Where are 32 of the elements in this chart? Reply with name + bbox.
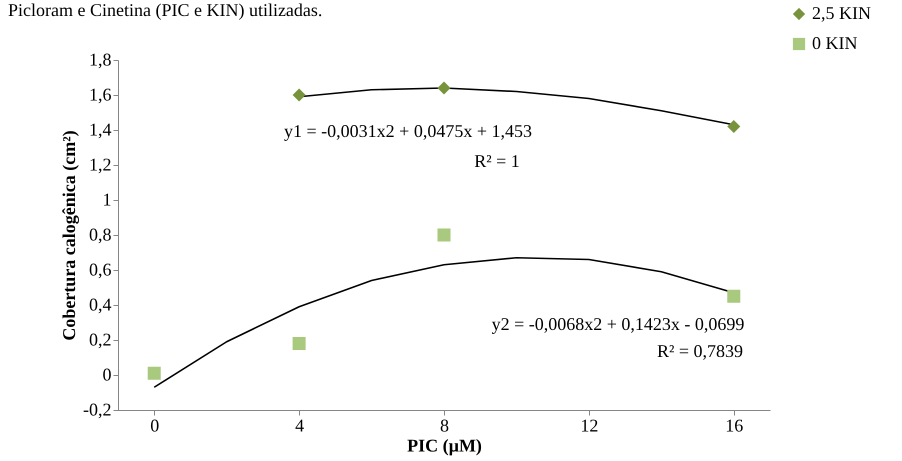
y-tick-label: 0,8 — [89, 224, 112, 244]
x-axis-title: PIC (µM) — [407, 436, 482, 456]
point — [437, 228, 451, 242]
point — [292, 88, 306, 102]
x-tick-label: 16 — [725, 416, 744, 436]
annotation: y2 = -0,0068x2 + 0,1423x - 0,0699 — [492, 314, 744, 334]
annotation: y1 = -0,0031x2 + 0,0475x + 1,453 — [284, 121, 532, 141]
point — [292, 336, 306, 350]
x-tick-label: 4 — [295, 416, 304, 436]
y-tick-label: 1 — [102, 190, 112, 210]
annotation: R² = 1 — [474, 151, 520, 171]
annotation: R² = 0,7839 — [656, 341, 744, 361]
point — [148, 366, 161, 380]
y-tick-label: -0,2 — [83, 400, 112, 420]
legend-label: 0 KIN — [812, 33, 858, 53]
y-tick-label: 1,8 — [89, 50, 112, 70]
legend-label: 2,5 KIN — [812, 3, 871, 23]
x-tick-label: 8 — [440, 416, 449, 436]
y-tick-label: 0,2 — [89, 330, 112, 350]
y-tick-label: 1,2 — [89, 154, 112, 174]
point — [727, 290, 740, 303]
y-axis-title: Cobertura calogênica (cm²) — [59, 130, 80, 341]
y-tick-label: 0 — [102, 364, 112, 384]
y-tick-label: 0,6 — [89, 260, 112, 280]
y-tick-label: 1,4 — [89, 120, 112, 140]
x-tick-label: 12 — [580, 416, 598, 436]
point — [727, 120, 740, 134]
y-tick-label: 1,6 — [89, 84, 112, 104]
y-tick-label: 0,4 — [89, 294, 112, 314]
chart-title: Picloram e Cinetina (PIC e KIN) utilizadas. — [8, 0, 322, 20]
point — [437, 81, 451, 95]
x-tick-label: 0 — [150, 416, 160, 436]
